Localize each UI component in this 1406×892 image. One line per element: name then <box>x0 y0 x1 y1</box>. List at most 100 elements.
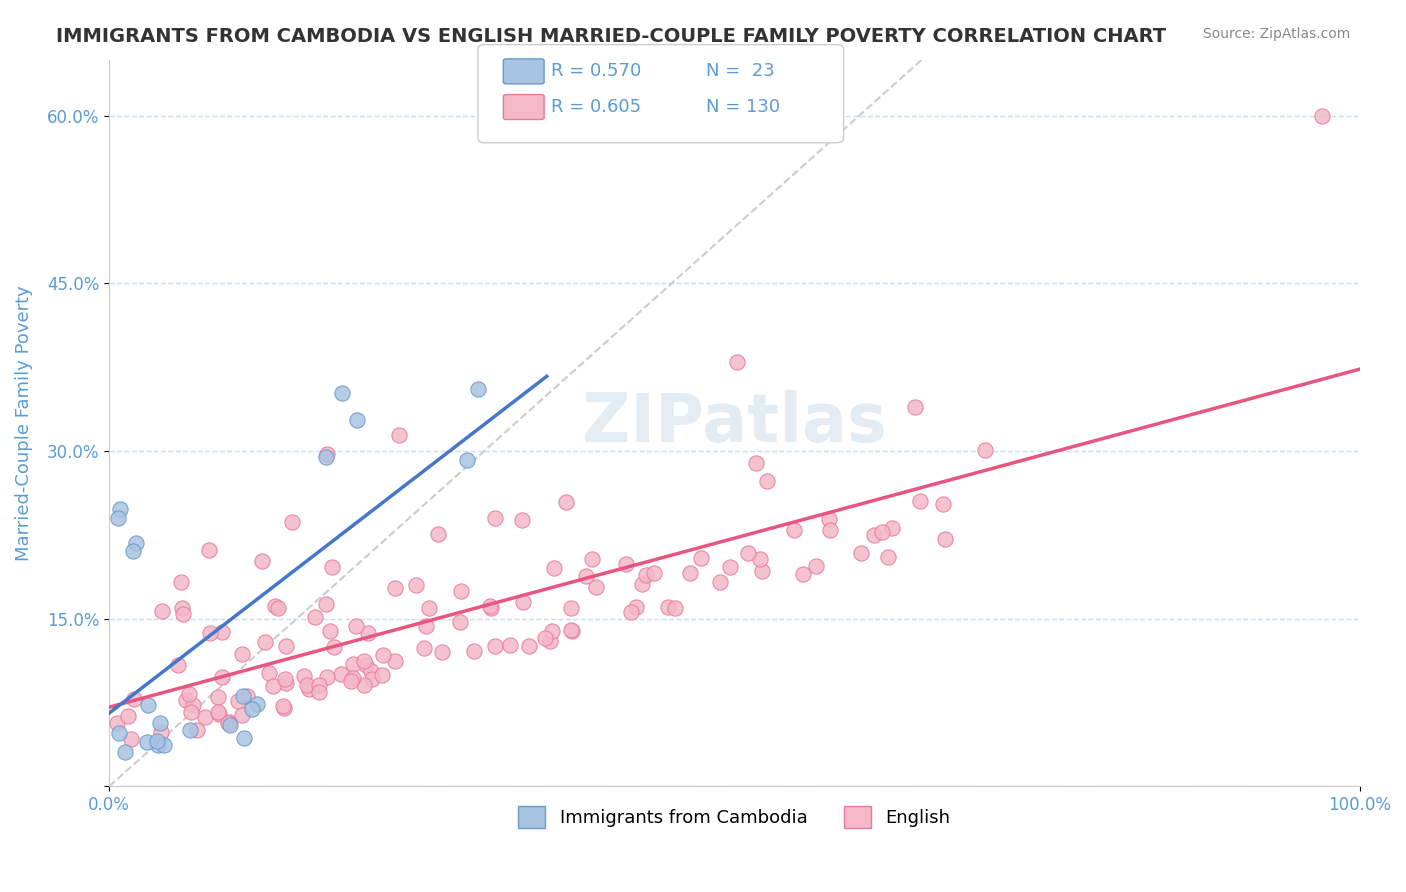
English <box>298 682 321 697</box>
English <box>620 605 643 619</box>
English <box>193 709 215 723</box>
English <box>575 568 598 582</box>
English <box>932 497 955 511</box>
English <box>211 670 233 684</box>
English <box>679 566 702 580</box>
English <box>231 707 253 722</box>
Immigrants from Cambodia <box>346 413 368 427</box>
English <box>274 672 297 686</box>
English <box>664 600 686 615</box>
English <box>560 601 582 615</box>
English <box>862 528 884 542</box>
English <box>252 554 274 568</box>
English <box>170 574 193 589</box>
English <box>186 723 208 738</box>
English <box>172 607 194 622</box>
Immigrants from Cambodia <box>114 746 136 760</box>
English <box>319 624 342 639</box>
English <box>484 511 506 525</box>
Text: N =  23: N = 23 <box>706 62 775 80</box>
English <box>463 644 485 658</box>
English <box>415 619 437 633</box>
English <box>585 580 607 594</box>
English <box>174 693 197 707</box>
English <box>323 640 346 655</box>
English <box>354 658 377 673</box>
Immigrants from Cambodia <box>467 382 489 396</box>
English <box>267 601 290 615</box>
English <box>718 559 741 574</box>
English <box>150 604 173 618</box>
English <box>124 691 146 706</box>
English <box>339 674 361 689</box>
English <box>581 552 603 566</box>
English <box>870 525 893 540</box>
English <box>316 670 339 684</box>
English <box>709 575 731 590</box>
English <box>235 690 257 704</box>
English <box>181 698 204 712</box>
English <box>484 639 506 653</box>
English <box>353 654 375 668</box>
English <box>117 708 139 723</box>
English <box>560 623 582 637</box>
Immigrants from Cambodia <box>146 738 169 752</box>
English <box>259 666 281 681</box>
Immigrants from Cambodia <box>240 702 263 716</box>
English <box>512 594 534 608</box>
English <box>725 355 748 369</box>
English <box>555 495 578 509</box>
English <box>295 678 318 692</box>
English <box>450 583 472 598</box>
Immigrants from Cambodia <box>125 536 148 550</box>
English <box>211 624 233 639</box>
English <box>353 677 375 691</box>
English <box>538 634 561 648</box>
English <box>228 694 250 708</box>
Immigrants from Cambodia <box>219 718 242 732</box>
English <box>262 679 284 693</box>
English <box>818 511 841 525</box>
English <box>357 626 380 640</box>
English <box>745 456 768 470</box>
English <box>1310 108 1333 122</box>
English <box>908 494 931 508</box>
English <box>624 599 647 614</box>
Immigrants from Cambodia <box>135 735 157 749</box>
English <box>177 687 200 701</box>
Immigrants from Cambodia <box>179 723 201 738</box>
Text: N = 130: N = 130 <box>706 98 780 116</box>
English <box>384 654 406 668</box>
English <box>749 551 772 566</box>
Text: R = 0.570: R = 0.570 <box>551 62 641 80</box>
English <box>643 566 665 581</box>
English <box>543 560 565 574</box>
English <box>150 724 173 739</box>
English <box>614 558 637 572</box>
English <box>561 624 583 639</box>
Immigrants from Cambodia <box>330 386 353 401</box>
English <box>180 705 202 719</box>
English <box>804 559 827 574</box>
English <box>273 700 295 714</box>
Text: IMMIGRANTS FROM CAMBODIA VS ENGLISH MARRIED-COUPLE FAMILY POVERTY CORRELATION CH: IMMIGRANTS FROM CAMBODIA VS ENGLISH MARR… <box>56 27 1167 45</box>
Immigrants from Cambodia <box>456 452 478 467</box>
English <box>388 427 411 442</box>
English <box>449 615 471 629</box>
English <box>427 527 450 541</box>
English <box>360 665 382 679</box>
English <box>304 610 326 624</box>
English <box>315 597 337 611</box>
English <box>166 658 188 673</box>
Text: Source: ZipAtlas.com: Source: ZipAtlas.com <box>1202 27 1350 41</box>
English <box>432 645 454 659</box>
English <box>636 567 658 582</box>
English <box>934 532 956 546</box>
English <box>737 546 759 560</box>
Immigrants from Cambodia <box>108 726 131 740</box>
English <box>904 400 927 414</box>
English <box>361 672 384 686</box>
English <box>849 546 872 560</box>
Immigrants from Cambodia <box>149 715 172 730</box>
English <box>782 523 804 537</box>
